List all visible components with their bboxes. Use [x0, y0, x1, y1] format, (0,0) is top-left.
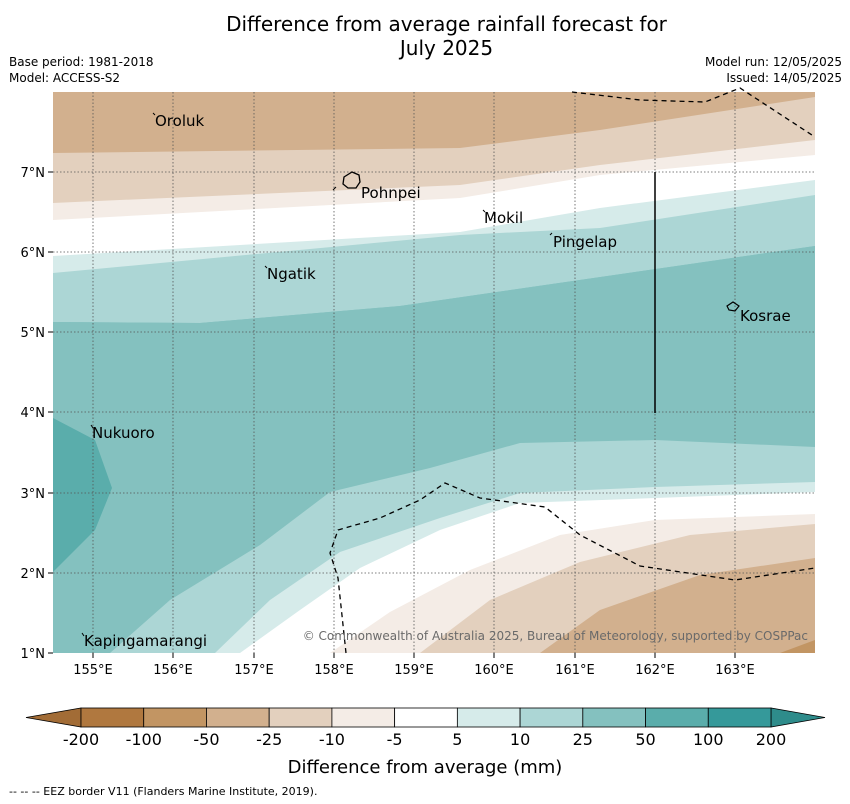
place-ngatik: Ngatik [267, 265, 316, 283]
band-dry-25-50-north [53, 92, 815, 153]
band-dry-50-100-south [780, 640, 815, 653]
lon-tick-158: 158°E [314, 663, 354, 678]
pohnpei-reef-mark [332, 186, 337, 191]
eez-border [329, 87, 816, 654]
colorbar-swatch [519, 707, 584, 728]
colorbar-tick: 50 [635, 730, 655, 749]
oroluk-marker [152, 112, 156, 116]
band-dry-25-50-south [540, 558, 815, 653]
lat-tick-2n: 2°N [21, 567, 46, 582]
place-nukuoro: Nukuoro [92, 424, 155, 442]
title-line-1: Difference from average rainfall forecas… [226, 12, 667, 36]
meta-right: Model run: 12/05/2025 Issued: 14/05/2025 [705, 54, 842, 86]
place-pohnpei: Pohnpei [361, 184, 421, 202]
colorbar-tick: -10 [319, 730, 345, 749]
colorbar-swatch [707, 707, 772, 728]
lat-tick-1n: 1°N [21, 647, 46, 662]
colorbar-swatch [394, 707, 458, 728]
colorbar-tick-labels: -200 -100 -50 -25 -10 -5 5 10 25 50 100 200 [63, 730, 786, 749]
colorbar-tick: -25 [256, 730, 282, 749]
colorbar-swatch [456, 707, 521, 728]
place-oroluk: Oroluk [155, 112, 204, 130]
lon-tick-161: 161°E [555, 663, 595, 678]
lon-tick-156: 156°E [153, 663, 193, 678]
colorbar-tick: 10 [510, 730, 530, 749]
colorbar-tick: 25 [573, 730, 593, 749]
colorbar-tick: 5 [452, 730, 462, 749]
ngatik-marker [264, 265, 268, 269]
model-run-text: Model run: 12/05/2025 [704, 55, 842, 69]
issued-text: Issued: 14/05/2025 [726, 71, 842, 85]
chart-title: Difference from average rainfall forecas… [0, 12, 850, 60]
meta-left: Base period: 1981-2018 Model: ACCESS-S2 [9, 54, 154, 86]
lat-tick-6n: 6°N [21, 246, 46, 261]
lon-tick-159: 159°E [394, 663, 434, 678]
pohnpei-island-shape [342, 171, 361, 189]
model-text: Model: ACCESS-S2 [9, 71, 121, 85]
colorbar-tick: -100 [126, 730, 162, 749]
lon-tick-162: 162°E [635, 663, 675, 678]
footer-note: -- -- -- EEZ border V11 (Flanders Marine… [9, 785, 318, 798]
lat-tick-5n: 5°N [21, 326, 46, 341]
colorbar-tick: -50 [193, 730, 219, 749]
place-mokil: Mokil [484, 209, 523, 227]
title-line-2: July 2025 [399, 36, 494, 60]
lat-tick-4n: 4°N [21, 406, 46, 421]
colorbar-swatch [80, 707, 145, 728]
colorbar-swatch [645, 707, 709, 728]
colorbar [25, 707, 826, 728]
colorbar-swatch [268, 707, 333, 728]
colorbar-swatch [206, 707, 270, 728]
pingelap-marker [549, 232, 553, 236]
colorbar-swatch [331, 707, 396, 728]
copyright-text: © Commonwealth of Australia 2025, Bureau… [303, 629, 808, 643]
colorbar-tick: 100 [693, 730, 724, 749]
colorbar-tick: -5 [387, 730, 403, 749]
nukuoro-marker [90, 424, 94, 429]
kosrae-island-shape [726, 301, 740, 312]
lat-tick-3n: 3°N [21, 487, 46, 502]
kapingamarangi-marker [81, 632, 85, 637]
lon-tick-157: 157°E [234, 663, 274, 678]
base-period-text: Base period: 1981-2018 [9, 55, 154, 69]
lon-tick-155: 155°E [73, 663, 113, 678]
colorbar-extend-high [770, 707, 826, 728]
contour-fill-layer [53, 92, 815, 653]
lon-tick-163: 163°E [715, 663, 755, 678]
colorbar-label: Difference from average (mm) [288, 757, 563, 778]
lat-tick-7n: 7°N [21, 166, 46, 181]
colorbar-tick: -200 [63, 730, 99, 749]
lon-tick-160: 160°E [474, 663, 514, 678]
mokil-marker [482, 209, 486, 213]
colorbar-swatch [582, 707, 646, 728]
tick-marks [48, 171, 736, 658]
place-kosrae: Kosrae [740, 307, 791, 325]
colorbar-extend-low [25, 707, 82, 728]
colorbar-tick: 200 [756, 730, 787, 749]
place-pingelap: Pingelap [553, 233, 617, 251]
place-kapingamarangi: Kapingamarangi [84, 632, 207, 650]
colorbar-swatch [143, 707, 207, 728]
